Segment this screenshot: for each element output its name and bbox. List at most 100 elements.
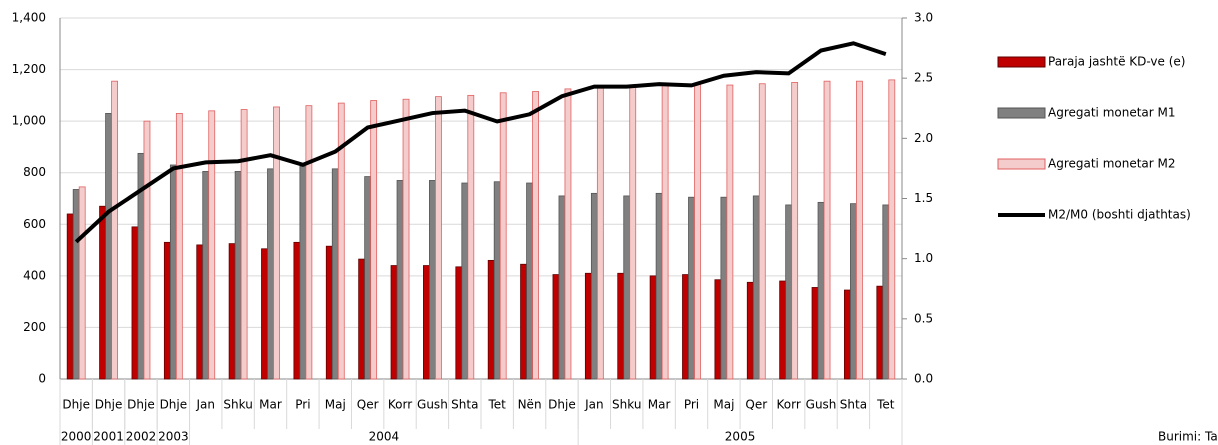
bar bbox=[526, 182, 533, 380]
x-group-label: 2003 bbox=[158, 430, 189, 444]
y-tick-label: 1,200 bbox=[12, 62, 46, 76]
bar bbox=[423, 265, 430, 380]
y2-tick-label: 2.0 bbox=[914, 131, 933, 145]
x-tick-label: Korr bbox=[777, 398, 801, 412]
x-tick-label: Korr bbox=[388, 398, 412, 412]
bar bbox=[299, 165, 307, 380]
y-tick-label: 1,000 bbox=[12, 114, 46, 128]
x-tick-label: Gush bbox=[417, 398, 448, 412]
bar bbox=[785, 204, 793, 380]
x-tick-label: Nën bbox=[518, 398, 542, 412]
bar bbox=[370, 100, 378, 380]
bar bbox=[558, 195, 566, 380]
bar bbox=[390, 265, 398, 380]
bar bbox=[590, 192, 598, 380]
y2-tick-label: 1.5 bbox=[914, 191, 933, 205]
y-tick-label: 1,400 bbox=[12, 11, 46, 25]
x-group-label: 2002 bbox=[126, 430, 157, 444]
bar bbox=[337, 102, 345, 380]
bar bbox=[791, 82, 799, 380]
bar bbox=[234, 171, 242, 380]
bar bbox=[499, 92, 507, 380]
x-tick-label: Pri bbox=[684, 398, 699, 412]
y-tick-label: 0 bbox=[38, 372, 46, 386]
bar bbox=[688, 196, 695, 380]
x-tick-label: Qer bbox=[357, 398, 379, 412]
x-tick-label: Shku bbox=[612, 398, 641, 412]
x-tick-label: Jan bbox=[195, 398, 215, 412]
bar bbox=[629, 84, 637, 380]
bar bbox=[655, 192, 663, 380]
legend-label: Agregati monetar M2 bbox=[1048, 157, 1176, 171]
x-tick-label: Gush bbox=[806, 398, 837, 412]
bar bbox=[143, 120, 151, 380]
bar bbox=[267, 168, 274, 380]
bar bbox=[493, 181, 501, 380]
x-tick-label: Dhje bbox=[62, 398, 90, 412]
y-tick-label: 800 bbox=[23, 165, 46, 179]
bar bbox=[208, 110, 216, 380]
legend-label: Agregati monetar M1 bbox=[1048, 106, 1176, 120]
x-tick-label: Mar bbox=[648, 398, 671, 412]
bar bbox=[617, 272, 625, 380]
bar bbox=[331, 168, 339, 380]
x-tick-label: Mar bbox=[259, 398, 282, 412]
y-tick-label: 600 bbox=[23, 217, 46, 231]
bar bbox=[856, 80, 863, 380]
x-tick-label: Shta bbox=[840, 398, 867, 412]
legend-label: Paraja jashtë KD-ve (e) bbox=[1048, 55, 1185, 69]
bar bbox=[202, 171, 210, 380]
y2-tick-label: 0.5 bbox=[914, 311, 933, 325]
bar bbox=[396, 180, 404, 380]
x-tick-label: Shku bbox=[223, 398, 252, 412]
bar bbox=[175, 113, 183, 380]
bar bbox=[99, 205, 106, 380]
bar bbox=[694, 83, 701, 380]
bar bbox=[888, 79, 896, 380]
y2-tick-label: 3.0 bbox=[914, 11, 933, 25]
bar bbox=[714, 279, 722, 380]
bar bbox=[779, 280, 787, 380]
bar bbox=[552, 274, 560, 380]
bar bbox=[584, 272, 592, 380]
bar bbox=[163, 241, 171, 380]
x-tick-label: Jan bbox=[584, 398, 604, 412]
y-tick-label: 200 bbox=[23, 320, 46, 334]
bar bbox=[435, 96, 442, 380]
bar bbox=[364, 176, 372, 380]
bar bbox=[228, 243, 236, 380]
legend-marker bbox=[997, 107, 1046, 119]
bar bbox=[467, 94, 475, 380]
bar bbox=[564, 88, 572, 380]
bar bbox=[111, 80, 118, 380]
x-tick-label: Tet bbox=[876, 398, 895, 412]
bar bbox=[305, 105, 313, 380]
bar bbox=[261, 248, 268, 380]
y2-tick-label: 1.0 bbox=[914, 251, 933, 265]
bar bbox=[811, 287, 819, 380]
x-tick-label: Dhje bbox=[160, 398, 188, 412]
y-tick-label: 400 bbox=[23, 268, 46, 282]
line bbox=[74, 41, 887, 244]
bar bbox=[752, 195, 760, 380]
x-group-label: 2005 bbox=[725, 430, 756, 444]
bar bbox=[461, 182, 469, 380]
bar bbox=[876, 285, 884, 380]
bar bbox=[746, 281, 754, 380]
bar bbox=[240, 109, 248, 380]
legend-marker bbox=[997, 158, 1046, 170]
x-tick-label: Maj bbox=[713, 398, 734, 412]
x-group-label: 2001 bbox=[93, 430, 124, 444]
bar bbox=[169, 164, 177, 380]
bar bbox=[72, 189, 80, 380]
bar bbox=[817, 201, 825, 380]
legend-marker bbox=[997, 56, 1046, 68]
x-tick-label: Maj bbox=[325, 398, 346, 412]
bar bbox=[105, 113, 112, 380]
bar bbox=[455, 266, 463, 380]
bar bbox=[649, 275, 657, 380]
bar bbox=[720, 196, 728, 380]
bar bbox=[429, 180, 436, 380]
x-group-label: 2004 bbox=[369, 430, 400, 444]
